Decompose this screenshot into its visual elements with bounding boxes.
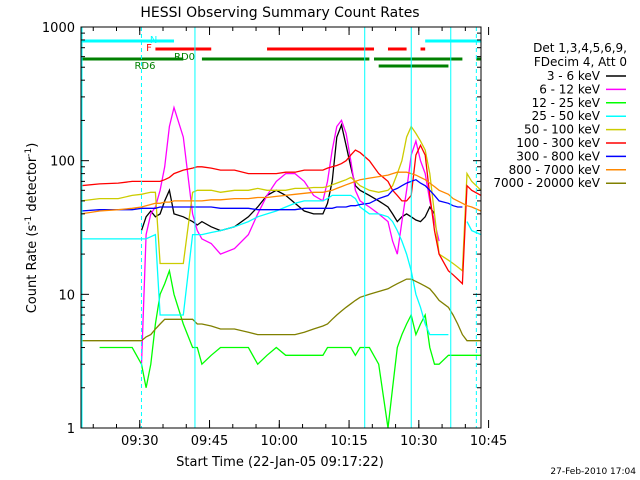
series-line-3	[466, 221, 482, 236]
series-line-4	[80, 125, 482, 273]
x-tick-label: 10:00	[261, 434, 298, 449]
series-line-3	[81, 194, 449, 336]
series-line-7	[80, 171, 482, 215]
legend-label-7: 800 - 7000 keV	[509, 163, 601, 177]
y-axis-label-part2: detector	[25, 156, 40, 216]
series-line-8	[81, 278, 481, 342]
legend-label-8: 7000 - 20000 keV	[493, 176, 600, 190]
flag-label: N	[150, 35, 157, 46]
series-line-1	[140, 105, 440, 365]
y-tick-label: 10	[58, 288, 75, 303]
series-line-5	[80, 143, 482, 286]
legend-label-5: 100 - 300 keV	[516, 136, 600, 150]
x-tick-label: 10:30	[400, 434, 437, 449]
legend-label-2: 12 - 25 keV	[532, 96, 601, 110]
y-tick-label: 1000	[42, 21, 75, 36]
footer-date: 27-Feb-2010 17:04	[550, 467, 636, 477]
chart-title: HESSI Observing Summary Count Rates	[140, 5, 419, 21]
series-line-6	[80, 178, 463, 212]
y-axis-label-sup2: -1	[24, 148, 34, 157]
legend-label-3: 25 - 50 keV	[532, 109, 601, 123]
flag-label: RD6	[134, 61, 155, 72]
y-tick-label: 1	[67, 422, 75, 437]
x-axis-ticks: 09:30 09:45 10:00 10:15 10:30 10:45	[92, 27, 507, 449]
flag-label: F	[146, 43, 152, 54]
x-tick-label: 09:45	[191, 434, 228, 449]
y-axis-label-sup1: -1	[24, 216, 34, 225]
y-tick-label: 100	[50, 155, 75, 170]
x-axis-label: Start Time (22-Jan-05 09:17:22)	[176, 455, 384, 470]
legend-label-0: 3 - 6 keV	[547, 69, 601, 83]
y-axis-label-part1: Count Rate (s	[25, 225, 40, 314]
x-tick-label: 09:30	[121, 434, 158, 449]
y-axis-label: Count Rate (s-1 detector-1)	[24, 143, 40, 314]
series-line-0	[140, 122, 436, 232]
x-tick-label: 10:45	[470, 434, 507, 449]
plot-area: NF RD0 RD6	[80, 27, 482, 429]
x-tick-label: 10:15	[330, 434, 367, 449]
flag-label: RD0	[174, 52, 195, 63]
legend-label-6: 300 - 800 keV	[516, 149, 600, 163]
legend-label-1: 6 - 12 keV	[539, 82, 601, 96]
legend-header-line2: FDecim 4, Att 0	[534, 55, 627, 69]
legend-header-line1: Det 1,3,4,5,6,9,	[533, 41, 627, 55]
series-line-2	[99, 268, 481, 429]
legend: Det 1,3,4,5,6,9, FDecim 4, Att 0 3 - 6 k…	[493, 41, 627, 190]
y-axis-label-part3: )	[25, 143, 40, 148]
y-axis-ticks: 1 10 100 1000	[42, 21, 481, 437]
plot-frame	[80, 26, 482, 429]
legend-label-4: 50 - 100 keV	[524, 123, 601, 137]
